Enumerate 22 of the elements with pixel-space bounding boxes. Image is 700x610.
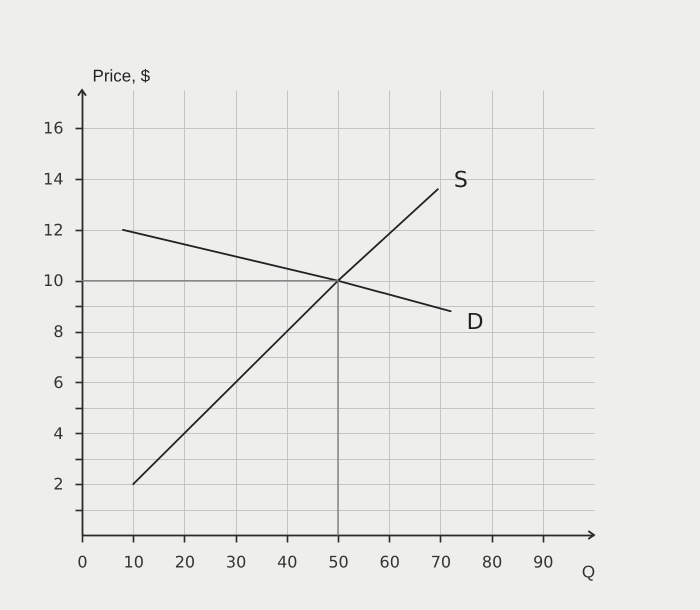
x-tick-label: 30 — [226, 552, 246, 572]
y-tick-label: 2 — [53, 474, 64, 494]
x-tick-label: 10 — [124, 552, 144, 572]
series-label: S — [454, 168, 468, 194]
x-tick-label: 60 — [380, 552, 400, 572]
x-tick-label: 20 — [174, 552, 196, 572]
y-tick-label: 6 — [53, 372, 64, 392]
y-axis-title: Price, $ — [92, 66, 151, 86]
y-tick-label: 4 — [53, 424, 64, 443]
y-tick-label: 16 — [43, 118, 64, 138]
x-tick-label: 90 — [533, 552, 554, 572]
x-axis-title: Q — [582, 562, 596, 582]
x-tick-label: 40 — [277, 552, 298, 572]
y-tick-label: 12 — [43, 220, 64, 240]
x-tick-label: 0 — [77, 552, 88, 572]
y-tick-label: 10 — [43, 271, 64, 290]
x-tick-label: 70 — [430, 552, 452, 572]
series-label: D — [466, 310, 484, 336]
y-tick-label: 8 — [53, 322, 64, 342]
y-tick-label: 14 — [43, 170, 64, 188]
x-tick-label: 50 — [328, 552, 349, 572]
x-tick-label: 80 — [482, 552, 502, 572]
